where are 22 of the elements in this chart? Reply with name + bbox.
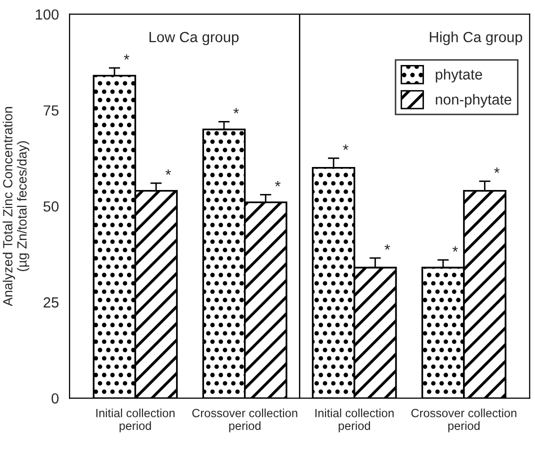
data-label: * <box>494 168 500 173</box>
annotation: High Ca group <box>430 31 522 46</box>
y-axis-title: Analyzed Total Zinc Concentration (µg Zn/total feces/day) <box>2 107 30 306</box>
data-label: * <box>384 244 390 250</box>
legend-label: non-phytate <box>436 94 512 108</box>
y-tick-label: 0 <box>52 393 59 404</box>
data-label: * <box>165 169 171 175</box>
annotation: Low Ca group <box>150 32 239 46</box>
y-tick-label: 75 <box>44 105 59 116</box>
data-label: * <box>233 108 239 114</box>
x-tick-label: Initial collection period <box>96 408 175 432</box>
y-tick-label: 25 <box>44 297 59 308</box>
data-label: * <box>342 144 348 150</box>
data-label: * <box>275 180 281 186</box>
y-tick-label: 100 <box>36 9 59 20</box>
x-tick-label: Initial collection period <box>315 408 394 432</box>
data-label: * <box>452 246 458 252</box>
data-label: * <box>124 54 130 60</box>
x-tick-label: Crossover collection period <box>411 408 516 432</box>
y-tick-label: 50 <box>43 201 59 212</box>
legend-label: phytate <box>436 68 482 82</box>
x-tick-label: Crossover collection period <box>192 408 298 432</box>
